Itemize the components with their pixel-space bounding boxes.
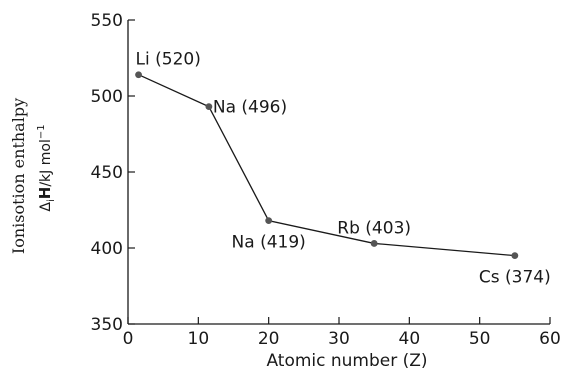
y-axis-label: Ionisotion enthalpy ΔiH/kJ mol−1: [9, 98, 57, 254]
x-tick-label: 10: [188, 329, 210, 349]
x-tick-label: 30: [328, 329, 350, 349]
series-line: [138, 74, 515, 257]
series-path: [138, 74, 515, 257]
point-label: Cs (374): [479, 268, 551, 288]
x-axis-label: Atomic number (Z): [266, 351, 427, 371]
y-tick-label: 400: [91, 239, 123, 259]
data-point: [205, 103, 213, 111]
x-tick-label: 60: [539, 329, 561, 349]
x-tick-label: 0: [123, 329, 134, 349]
point-label: Na (496): [213, 98, 287, 118]
y-tick-label: 500: [91, 87, 123, 107]
y-axis-label-line1: Ionisotion enthalpy: [9, 98, 28, 254]
ylab-sub: i: [46, 199, 57, 202]
data-point: [511, 252, 519, 259]
y-tick-label: 550: [91, 11, 123, 31]
x-ticks: 0 10 20 30 40 50 60: [123, 317, 561, 349]
y-ticks: 350 400 450 500 550: [91, 11, 135, 335]
point-label: Li (520): [136, 50, 201, 70]
data-point: [265, 217, 273, 225]
ylab-sup: −1: [36, 124, 47, 139]
x-tick-label: 20: [258, 329, 280, 349]
series-markers: [135, 71, 519, 259]
ylab-delta: Δ: [38, 202, 54, 212]
data-point: [135, 71, 142, 79]
point-labels: Li (520) Na (496) Na (419) Rb (403) Cs (374): [136, 50, 551, 288]
y-tick-label: 450: [91, 163, 123, 183]
y-tick-label: 350: [91, 315, 123, 335]
point-label: Rb (403): [337, 218, 411, 238]
x-tick-label: 40: [399, 329, 421, 349]
x-tick-label: 50: [469, 329, 491, 349]
data-point: [370, 240, 378, 247]
y-axis-label-line2: ΔiH/kJ mol−1: [36, 124, 57, 211]
ylab-bold: H: [36, 187, 54, 200]
point-label: Na (419): [232, 233, 306, 253]
ylab-unit: /kJ mol: [38, 139, 54, 187]
